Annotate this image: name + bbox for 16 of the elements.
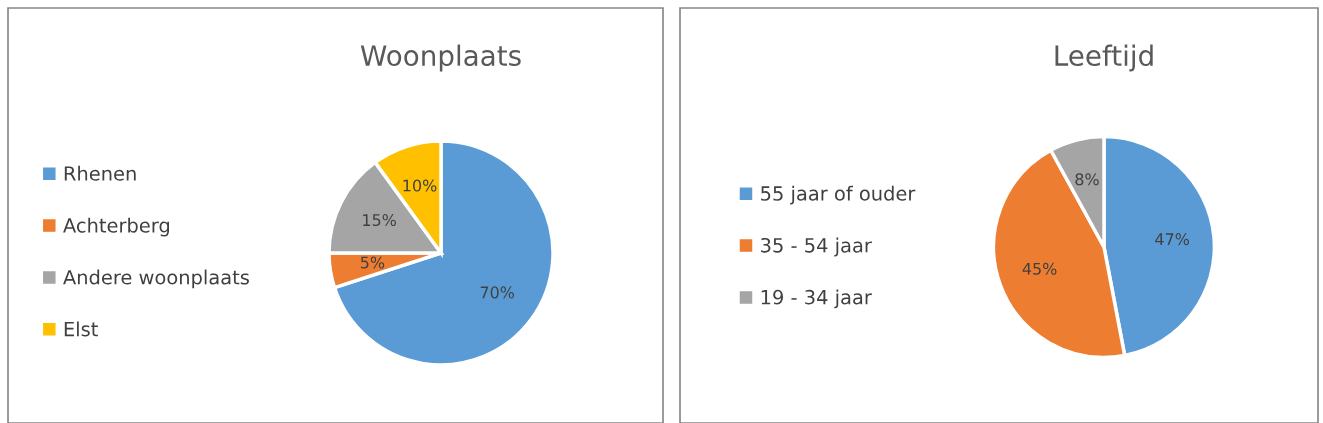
legend-label: Elst [64,321,98,337]
chart-title: Woonplaats [360,44,521,72]
data-label: 15% [363,214,396,227]
legend-label: 35 - 54 jaar [761,237,872,257]
data-label: 8% [1075,173,1099,186]
legend-label: Andere woonplaats [63,269,249,289]
data-label: 45% [1022,262,1057,275]
data-label: 47% [1155,233,1190,246]
data-label: 70% [480,286,515,299]
data-label: 5% [360,256,385,269]
legend-label: Achterberg [63,217,170,237]
chart-title: Leeftijd [1055,44,1153,72]
data-label: 10% [403,179,437,192]
legend-label: Rhenen [64,165,136,181]
legend-label: 19 - 34 jaar [761,289,872,309]
legend-label: 55 jaar of ouder [761,185,916,205]
